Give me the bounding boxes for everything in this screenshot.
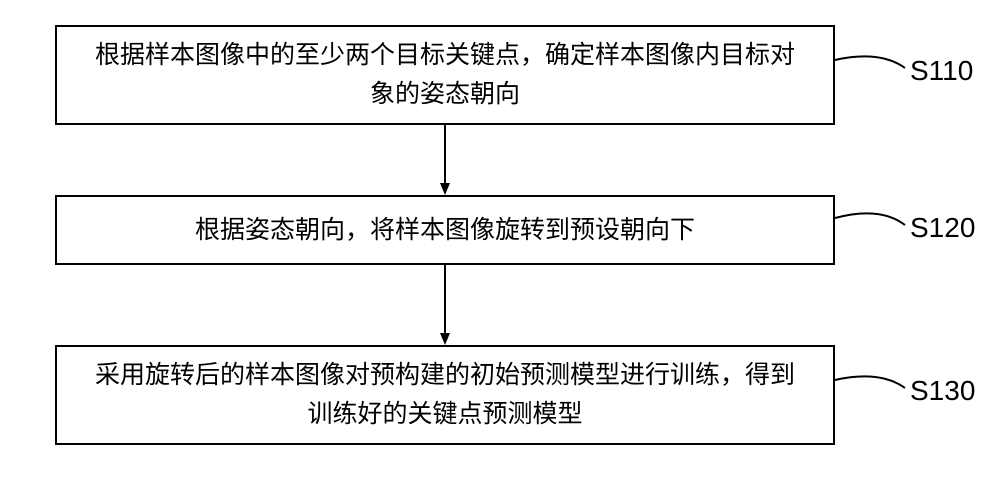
label-connector (835, 56, 905, 68)
connectors-svg (0, 0, 1000, 503)
label-connector (835, 376, 905, 388)
label-connector (835, 213, 905, 225)
flowchart-canvas: 根据样本图像中的至少两个目标关键点，确定样本图像内目标对 象的姿态朝向 S110… (0, 0, 1000, 503)
